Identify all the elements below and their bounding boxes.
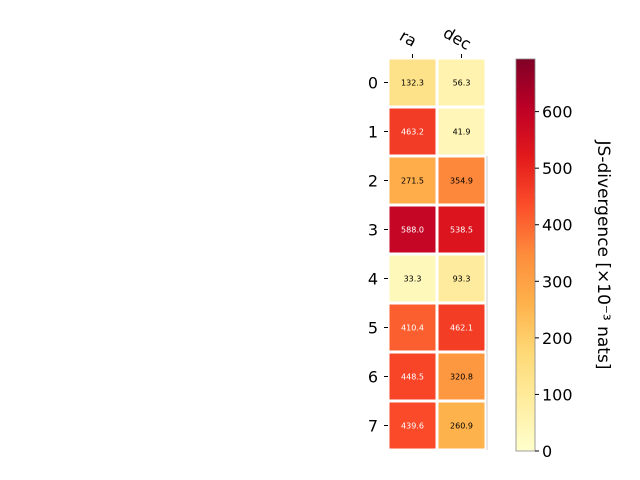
heatmap-grid: 132.3 56.3 463.2 41.9 271.5 354.9 588.0 538.5 33… [386, 56, 488, 452]
column-label: ra [396, 26, 420, 51]
cell-value-label: 462.1 [450, 324, 473, 333]
colorbar-label: JS-divergence [×10⁻³ nats] [593, 140, 613, 370]
heatmap-cell [435, 105, 488, 158]
row-label: 4 [368, 270, 378, 289]
cell-value-label: 538.5 [450, 226, 473, 235]
heatmap-cell [435, 203, 488, 256]
heatmap-cell [435, 399, 488, 452]
cell-value-label: 93.3 [453, 275, 471, 284]
cell-value-label: 354.9 [450, 177, 473, 186]
colorbar-tick-label: 300 [542, 272, 573, 291]
cell-value-label: 588.0 [401, 226, 424, 235]
colorbar-tick-label: 100 [542, 385, 573, 404]
cell-value-label: 463.2 [401, 128, 424, 137]
cell-value-label: 260.9 [450, 422, 473, 431]
cell-value-label: 320.8 [450, 373, 473, 382]
heatmap-cell [435, 252, 488, 305]
cell-value-label: 448.5 [401, 373, 424, 382]
colorbar-tick-label: 600 [542, 103, 573, 122]
row-label: 6 [368, 368, 378, 387]
cell-value-label: 33.3 [404, 275, 422, 284]
row-label: 3 [368, 221, 378, 240]
cell-value-label: 56.3 [453, 79, 471, 88]
colorbar-gradient [515, 58, 536, 452]
cell-value-label: 410.4 [401, 324, 424, 333]
row-label: 7 [368, 417, 378, 436]
colorbar-tick-label: 200 [542, 329, 573, 348]
row-label: 0 [368, 74, 378, 93]
row-label: 5 [368, 319, 378, 338]
cell-value-label: 41.9 [453, 128, 471, 137]
cell-value-label: 271.5 [401, 177, 424, 186]
colorbar-tick-label: 400 [542, 216, 573, 235]
heatmap-axes: ra dec 0 1 2 3 4 5 6 7 [368, 23, 488, 450]
colorbar-tick-label: 0 [542, 442, 552, 461]
colorbar: 0 100 200 300 400 500 600 JS-divergence [×10⁻³ … [515, 58, 613, 461]
column-label: dec [440, 23, 474, 54]
row-label: 2 [368, 172, 378, 191]
cell-value-label: 439.6 [401, 422, 424, 431]
colorbar-tick-label: 500 [542, 159, 573, 178]
heatmap-cell [435, 154, 488, 207]
row-label: 1 [368, 123, 378, 142]
cell-value-label: 132.3 [401, 79, 424, 88]
